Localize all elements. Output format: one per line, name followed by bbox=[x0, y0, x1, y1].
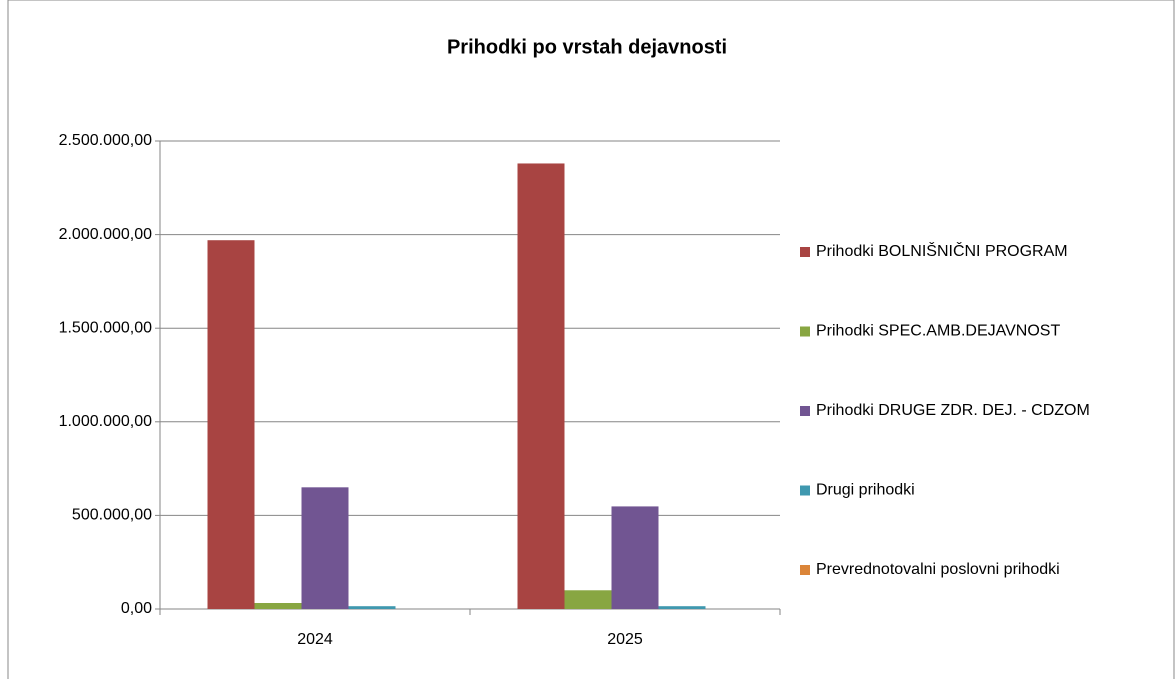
y-tick-label: 500.000,00 bbox=[72, 507, 152, 524]
y-tick-label: 1.500.000,00 bbox=[59, 319, 153, 336]
legend-label: Prihodki BOLNIŠNIČNI PROGRAM bbox=[816, 241, 1068, 260]
legend-swatch bbox=[800, 485, 810, 496]
legend-swatch bbox=[800, 326, 810, 337]
bar bbox=[517, 163, 565, 610]
x-tick-label: 2024 bbox=[297, 631, 333, 648]
legend-swatch bbox=[800, 406, 810, 416]
bar bbox=[207, 240, 255, 609]
legend-swatch bbox=[800, 247, 810, 257]
bar bbox=[564, 590, 612, 609]
y-tick-label: 2.000.000,00 bbox=[59, 226, 153, 243]
bar bbox=[611, 506, 659, 609]
x-tick-label: 2025 bbox=[607, 631, 643, 648]
chart-border bbox=[7, 0, 1175, 679]
y-tick-label: 2.500.000,00 bbox=[59, 132, 153, 149]
legend-label: Prevrednotovalni poslovni prihodki bbox=[816, 561, 1060, 578]
bar bbox=[301, 487, 349, 609]
bar bbox=[254, 603, 302, 609]
legend-swatch bbox=[800, 565, 810, 575]
bar bbox=[348, 606, 396, 609]
y-tick-label: 0,00 bbox=[121, 600, 152, 617]
legend-label: Prihodki DRUGE ZDR. DEJ. - CDZOM bbox=[816, 402, 1090, 419]
y-tick-label: 1.000.000,00 bbox=[59, 413, 153, 430]
bar bbox=[658, 606, 706, 609]
chart-title: Prihodki po vrstah dejavnosti bbox=[447, 36, 727, 58]
legend-label: Drugi prihodki bbox=[816, 482, 915, 499]
legend-label: Prihodki SPEC.AMB.DEJAVNOST bbox=[816, 323, 1060, 340]
